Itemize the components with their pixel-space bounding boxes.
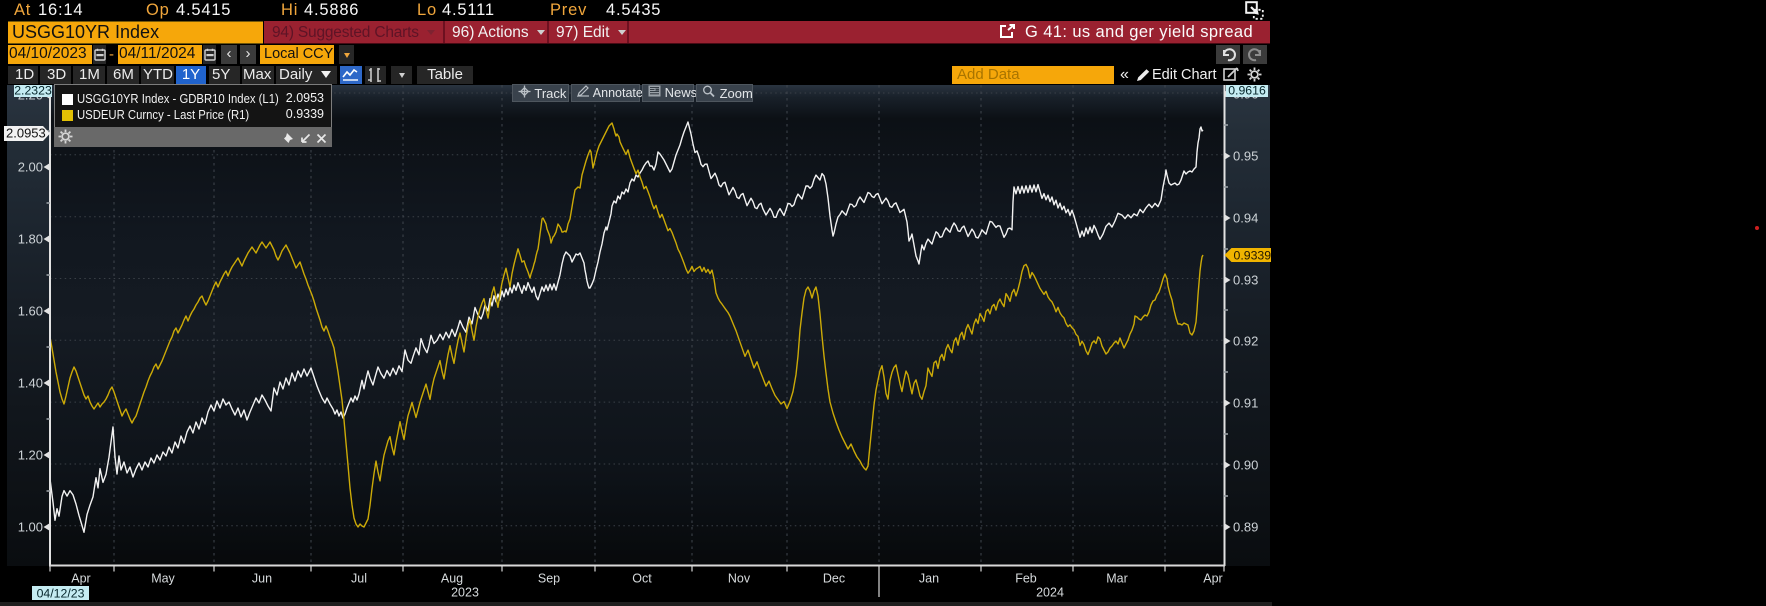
svg-text:0.91: 0.91 xyxy=(1233,396,1258,411)
svg-text:Oct: Oct xyxy=(632,572,652,586)
svg-text:2023: 2023 xyxy=(451,586,479,600)
svg-text:Apr: Apr xyxy=(71,572,90,586)
svg-text:Jul: Jul xyxy=(351,572,367,586)
svg-text:2.00: 2.00 xyxy=(18,160,43,175)
svg-text:Mar: Mar xyxy=(1106,572,1128,586)
svg-text:0.94: 0.94 xyxy=(1233,211,1258,226)
svg-text:0.95: 0.95 xyxy=(1233,149,1258,164)
svg-text:Apr: Apr xyxy=(1203,572,1222,586)
svg-text:2024: 2024 xyxy=(1036,586,1064,600)
svg-text:2.2323: 2.2323 xyxy=(14,85,52,97)
svg-text:0.89: 0.89 xyxy=(1233,520,1258,535)
svg-text:0.93: 0.93 xyxy=(1233,273,1258,288)
svg-text:1.40: 1.40 xyxy=(18,376,43,391)
svg-text:1.00: 1.00 xyxy=(18,520,43,535)
svg-text:1.20: 1.20 xyxy=(18,448,43,463)
svg-text:0.9339: 0.9339 xyxy=(1234,249,1272,263)
svg-text:1.80: 1.80 xyxy=(18,232,43,247)
svg-text:0.9616: 0.9616 xyxy=(1228,85,1266,97)
svg-text:Sep: Sep xyxy=(538,572,560,586)
svg-text:Feb: Feb xyxy=(1015,572,1037,586)
svg-text:May: May xyxy=(151,572,175,586)
svg-text:Jun: Jun xyxy=(252,572,272,586)
svg-text:Nov: Nov xyxy=(728,572,751,586)
svg-text:Jan: Jan xyxy=(919,572,939,586)
svg-text:Dec: Dec xyxy=(823,572,845,586)
svg-text:1.60: 1.60 xyxy=(18,304,43,319)
svg-text:2.0953: 2.0953 xyxy=(6,126,46,141)
svg-text:04/12/23: 04/12/23 xyxy=(37,586,85,600)
svg-text:Aug: Aug xyxy=(441,572,463,586)
svg-text:0.92: 0.92 xyxy=(1233,334,1258,349)
svg-text:0.90: 0.90 xyxy=(1233,458,1258,473)
